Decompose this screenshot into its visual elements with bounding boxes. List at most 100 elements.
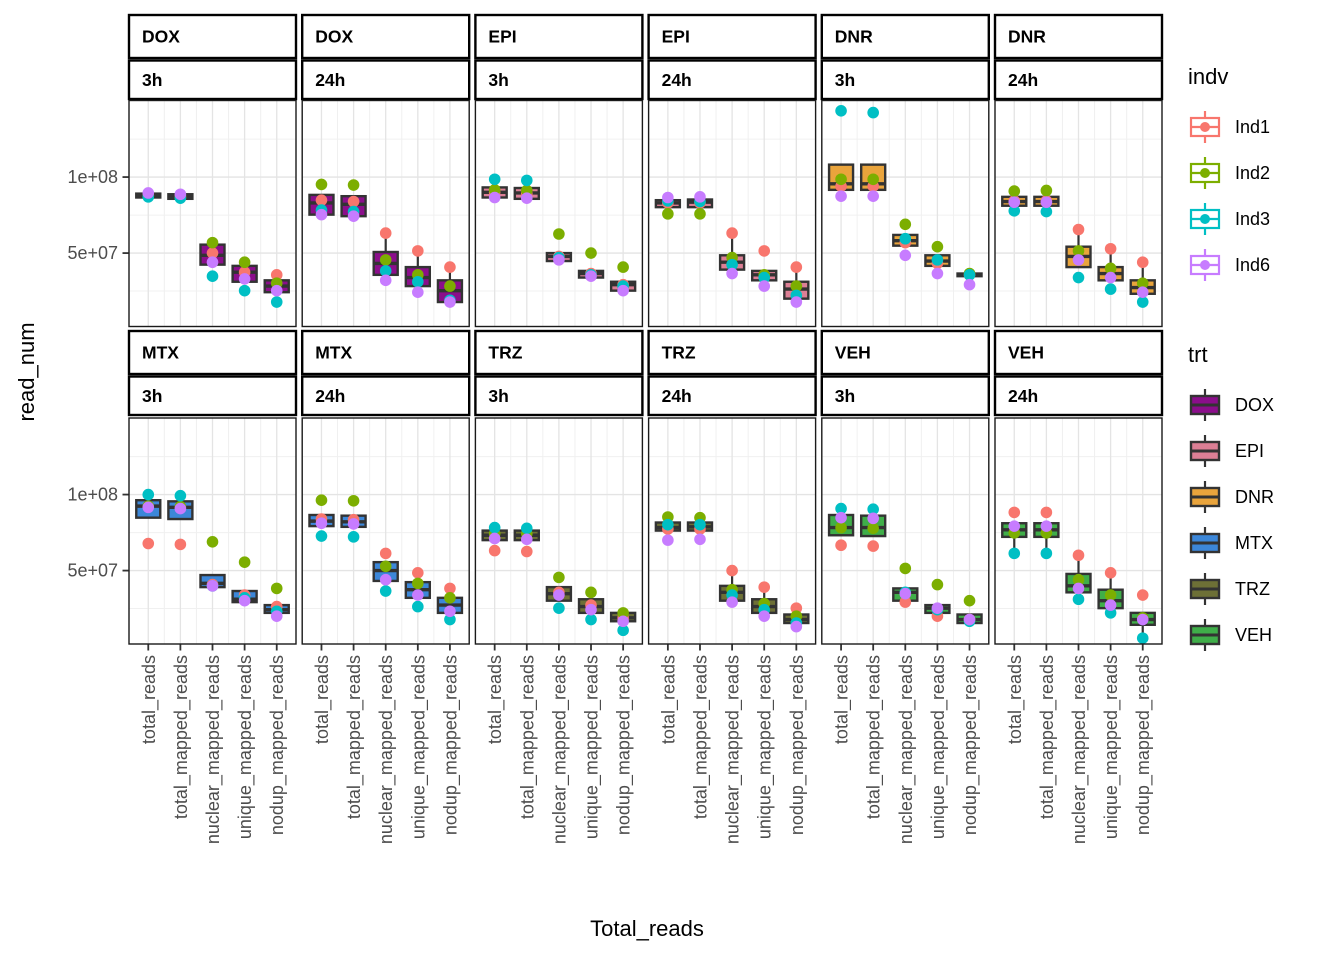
point-Ind3: [142, 488, 155, 501]
point-Ind6: [790, 620, 803, 633]
point-Ind3: [1008, 205, 1021, 217]
boxplot-VEH-3h-total_reads: [827, 502, 855, 552]
point-Ind6: [1008, 520, 1021, 532]
facet-strip-treatment-label: VEH: [835, 343, 871, 363]
boxplot-EPI-24h-unique_mapped_reads: [751, 245, 778, 292]
point-Ind1: [867, 540, 879, 552]
point-Ind2: [617, 607, 629, 619]
facet-strip-time-label: 3h: [835, 70, 855, 90]
point-Ind1: [488, 544, 501, 557]
point-Ind6: [206, 580, 219, 592]
point-Ind1: [206, 247, 219, 259]
panel-border: [128, 417, 297, 645]
boxplot-TRZ-24h-nuclear_mapped_reads: [718, 564, 746, 608]
point-Ind6: [617, 284, 629, 297]
point-Ind3: [835, 502, 847, 515]
boxplot-MTX-24h-unique_mapped_reads: [404, 566, 432, 613]
boxplot-DOX-24h-nodup_mapped_reads: [436, 261, 464, 308]
x-tick-label: total_mapped_reads: [344, 655, 365, 819]
point-Ind2: [379, 254, 392, 266]
point-Ind1: [174, 538, 187, 551]
facet-strip-time-label: 24h: [1008, 386, 1038, 406]
point-Ind3: [899, 232, 912, 245]
facet-strip-treatment: [127, 13, 298, 60]
point-Ind2: [963, 594, 976, 607]
x-tick-label: nuclear_mapped_reads: [549, 655, 570, 844]
x-tick-label: unique_mapped_reads: [582, 655, 603, 839]
point-Ind3: [315, 530, 328, 542]
point-Ind6: [867, 512, 879, 525]
point-Ind3: [726, 258, 738, 271]
x-tick-label: unique_mapped_reads: [235, 655, 256, 839]
point-Ind1: [1104, 242, 1117, 255]
point-Ind2: [1136, 277, 1149, 289]
point-Ind1: [726, 227, 738, 239]
point-Ind1: [899, 596, 912, 608]
legend-label: DNR: [1235, 486, 1274, 507]
point-Ind6: [553, 589, 565, 601]
boxplot-TRZ-3h-unique_mapped_reads: [577, 586, 605, 626]
point-Ind2: [270, 582, 283, 595]
point-Ind1: [1040, 506, 1053, 519]
facet-strip-time-label: 24h: [315, 70, 345, 90]
point-Ind3: [1136, 296, 1149, 308]
point-Ind3: [1104, 283, 1117, 295]
facet-strip-treatment: [474, 329, 644, 376]
point-Ind6: [1008, 196, 1021, 209]
boxplot-TRZ-3h-total_mapped_reads: [513, 522, 540, 558]
boxplot-DNR-3h-total_mapped_reads: [859, 106, 887, 202]
boxplot-MTX-24h-total_mapped_reads: [340, 494, 367, 543]
facet-strip-time-label: 3h: [142, 70, 162, 90]
point-Ind2: [315, 178, 328, 191]
facet-strip-time: [820, 59, 990, 101]
legend-key-box-icon: [1189, 527, 1221, 559]
boxplot-MTX-3h-nodup_mapped_reads: [263, 582, 290, 622]
point-Ind1: [726, 564, 738, 577]
point-Ind2: [1104, 589, 1117, 601]
legend-item-ind3: Ind3: [1186, 196, 1342, 242]
point-Ind2: [1072, 573, 1085, 586]
legend-key-box-icon: [1189, 389, 1221, 421]
legend: indv Ind1 Ind2 Ind3 Ind6 trt DOX EPI DNR MTX TR…: [1186, 64, 1342, 658]
point-Ind6: [617, 615, 629, 628]
point-Ind2: [1040, 184, 1053, 197]
facet-strip-treatment: [993, 329, 1164, 376]
point-Ind2: [931, 240, 944, 253]
point-Ind2: [379, 560, 392, 573]
point-Ind6: [142, 501, 155, 514]
boxplot-TRZ-24h-unique_mapped_reads: [751, 581, 778, 622]
point-Ind1: [1008, 506, 1021, 519]
facet-strip-time: [127, 59, 298, 101]
point-Ind6: [694, 533, 706, 546]
facet-strip-treatment-label: VEH: [1008, 343, 1044, 363]
point-Ind6: [963, 278, 976, 291]
legend-label: MTX: [1235, 532, 1273, 553]
point-Ind2: [1008, 185, 1021, 197]
panel-border: [994, 99, 1163, 328]
facet-strip-treatment-label: MTX: [142, 343, 179, 363]
boxplot-DOX-24h-nuclear_mapped_reads: [372, 227, 399, 287]
point-Ind6: [758, 280, 771, 292]
point-Ind3: [379, 265, 392, 277]
point-Ind1: [520, 545, 533, 558]
boxplot-VEH-24h-total_reads: [1001, 506, 1028, 560]
legend-label: VEH: [1235, 624, 1273, 645]
point-Ind2: [315, 494, 328, 506]
point-Ind6: [520, 533, 533, 546]
legend-title-indv: indv: [1188, 64, 1229, 89]
point-Ind6: [835, 511, 847, 524]
point-Ind3: [206, 270, 219, 282]
facet-strip-time: [474, 375, 644, 417]
point-Ind2: [899, 218, 912, 231]
x-tick-label: unique_mapped_reads: [928, 655, 949, 839]
point-Ind3: [347, 531, 360, 543]
point-Ind6: [347, 518, 360, 530]
x-tick-label: total_reads: [1005, 655, 1026, 744]
point-Ind1: [758, 581, 771, 593]
point-Ind2: [867, 173, 879, 186]
x-tick-label: nuclear_mapped_reads: [1069, 655, 1090, 844]
point-Ind1: [444, 261, 456, 273]
point-Ind6: [726, 596, 738, 608]
point-Ind2: [1072, 245, 1085, 257]
